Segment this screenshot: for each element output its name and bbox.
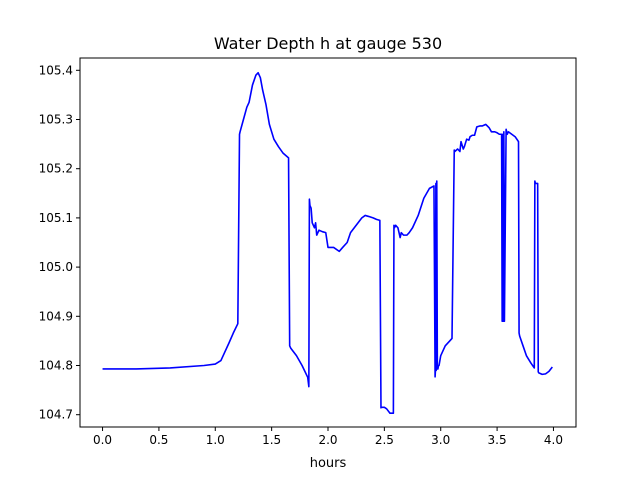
y-tick-label: 105.2 xyxy=(39,162,73,176)
y-tick-label: 105.0 xyxy=(39,260,73,274)
y-tick-label: 105.3 xyxy=(39,113,73,127)
x-tick-label: 3.0 xyxy=(431,433,450,447)
y-tick-label: 105.4 xyxy=(39,63,73,77)
x-axis-label: hours xyxy=(310,456,347,471)
y-axis-ticks: 104.7 104.8 104.9 105.0 105.1 105.2 105.3 105.4 xyxy=(39,63,80,422)
x-tick-label: 2.0 xyxy=(318,433,337,447)
x-tick-label: 4.0 xyxy=(544,433,563,447)
y-tick-label: 104.7 xyxy=(39,408,73,422)
x-tick-label: 1.5 xyxy=(262,433,281,447)
y-tick-label: 104.9 xyxy=(39,309,73,323)
y-tick-label: 105.1 xyxy=(39,211,73,225)
x-axis-ticks: 0.0 0.5 1.0 1.5 2.0 2.5 3.0 3.5 4.0 xyxy=(93,427,563,447)
x-tick-label: 2.5 xyxy=(375,433,394,447)
series-line-0 xyxy=(102,71,553,415)
x-tick-label: 1.0 xyxy=(206,433,225,447)
plot-area xyxy=(102,71,553,415)
x-tick-label: 0.5 xyxy=(149,433,168,447)
axes-frame xyxy=(79,57,577,428)
x-tick-label: 3.5 xyxy=(488,433,507,447)
chart-title: Water Depth h at gauge 530 xyxy=(214,34,442,53)
y-tick-label: 104.8 xyxy=(39,359,73,373)
x-tick-label: 0.0 xyxy=(93,433,112,447)
